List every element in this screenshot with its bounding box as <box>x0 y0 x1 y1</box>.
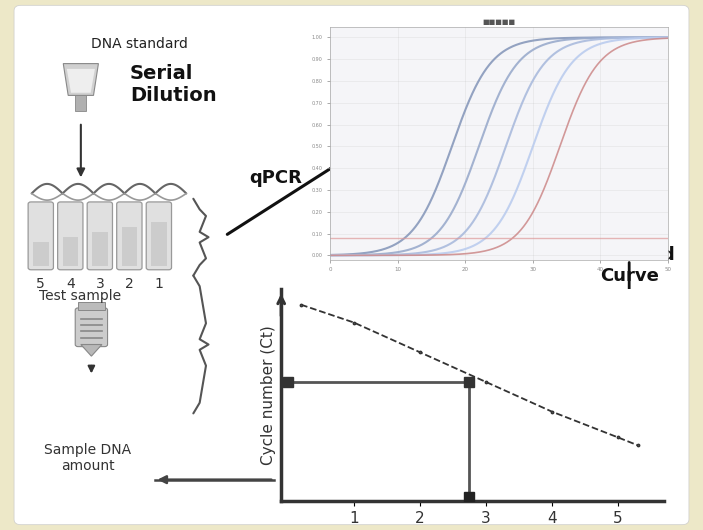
FancyBboxPatch shape <box>146 202 172 270</box>
Text: 5: 5 <box>37 277 45 291</box>
Bar <box>78 302 105 310</box>
Bar <box>33 242 49 266</box>
Text: Test sample: Test sample <box>39 289 121 303</box>
Bar <box>151 222 167 266</box>
Text: Serial
Dilution: Serial Dilution <box>130 64 217 105</box>
FancyBboxPatch shape <box>75 308 108 347</box>
Polygon shape <box>63 64 98 95</box>
Polygon shape <box>81 344 102 356</box>
Text: 3: 3 <box>96 277 104 291</box>
FancyBboxPatch shape <box>14 5 689 525</box>
Text: 4: 4 <box>66 277 75 291</box>
FancyBboxPatch shape <box>28 202 53 270</box>
FancyBboxPatch shape <box>87 202 112 270</box>
Text: Sample DNA
amount: Sample DNA amount <box>44 443 131 473</box>
Bar <box>63 237 78 266</box>
Text: 1: 1 <box>155 277 163 291</box>
FancyBboxPatch shape <box>117 202 142 270</box>
FancyBboxPatch shape <box>58 202 83 270</box>
Polygon shape <box>67 69 95 93</box>
Text: DNA standard: DNA standard <box>91 37 188 51</box>
Bar <box>75 95 86 111</box>
Text: Standard
Curve: Standard Curve <box>583 246 676 285</box>
Text: qPCR: qPCR <box>250 169 302 187</box>
Y-axis label: Cycle number (Ct): Cycle number (Ct) <box>261 325 276 465</box>
Bar <box>92 232 108 266</box>
Bar <box>122 227 137 266</box>
Text: 2: 2 <box>125 277 134 291</box>
Title: ■■■■■: ■■■■■ <box>482 19 516 25</box>
